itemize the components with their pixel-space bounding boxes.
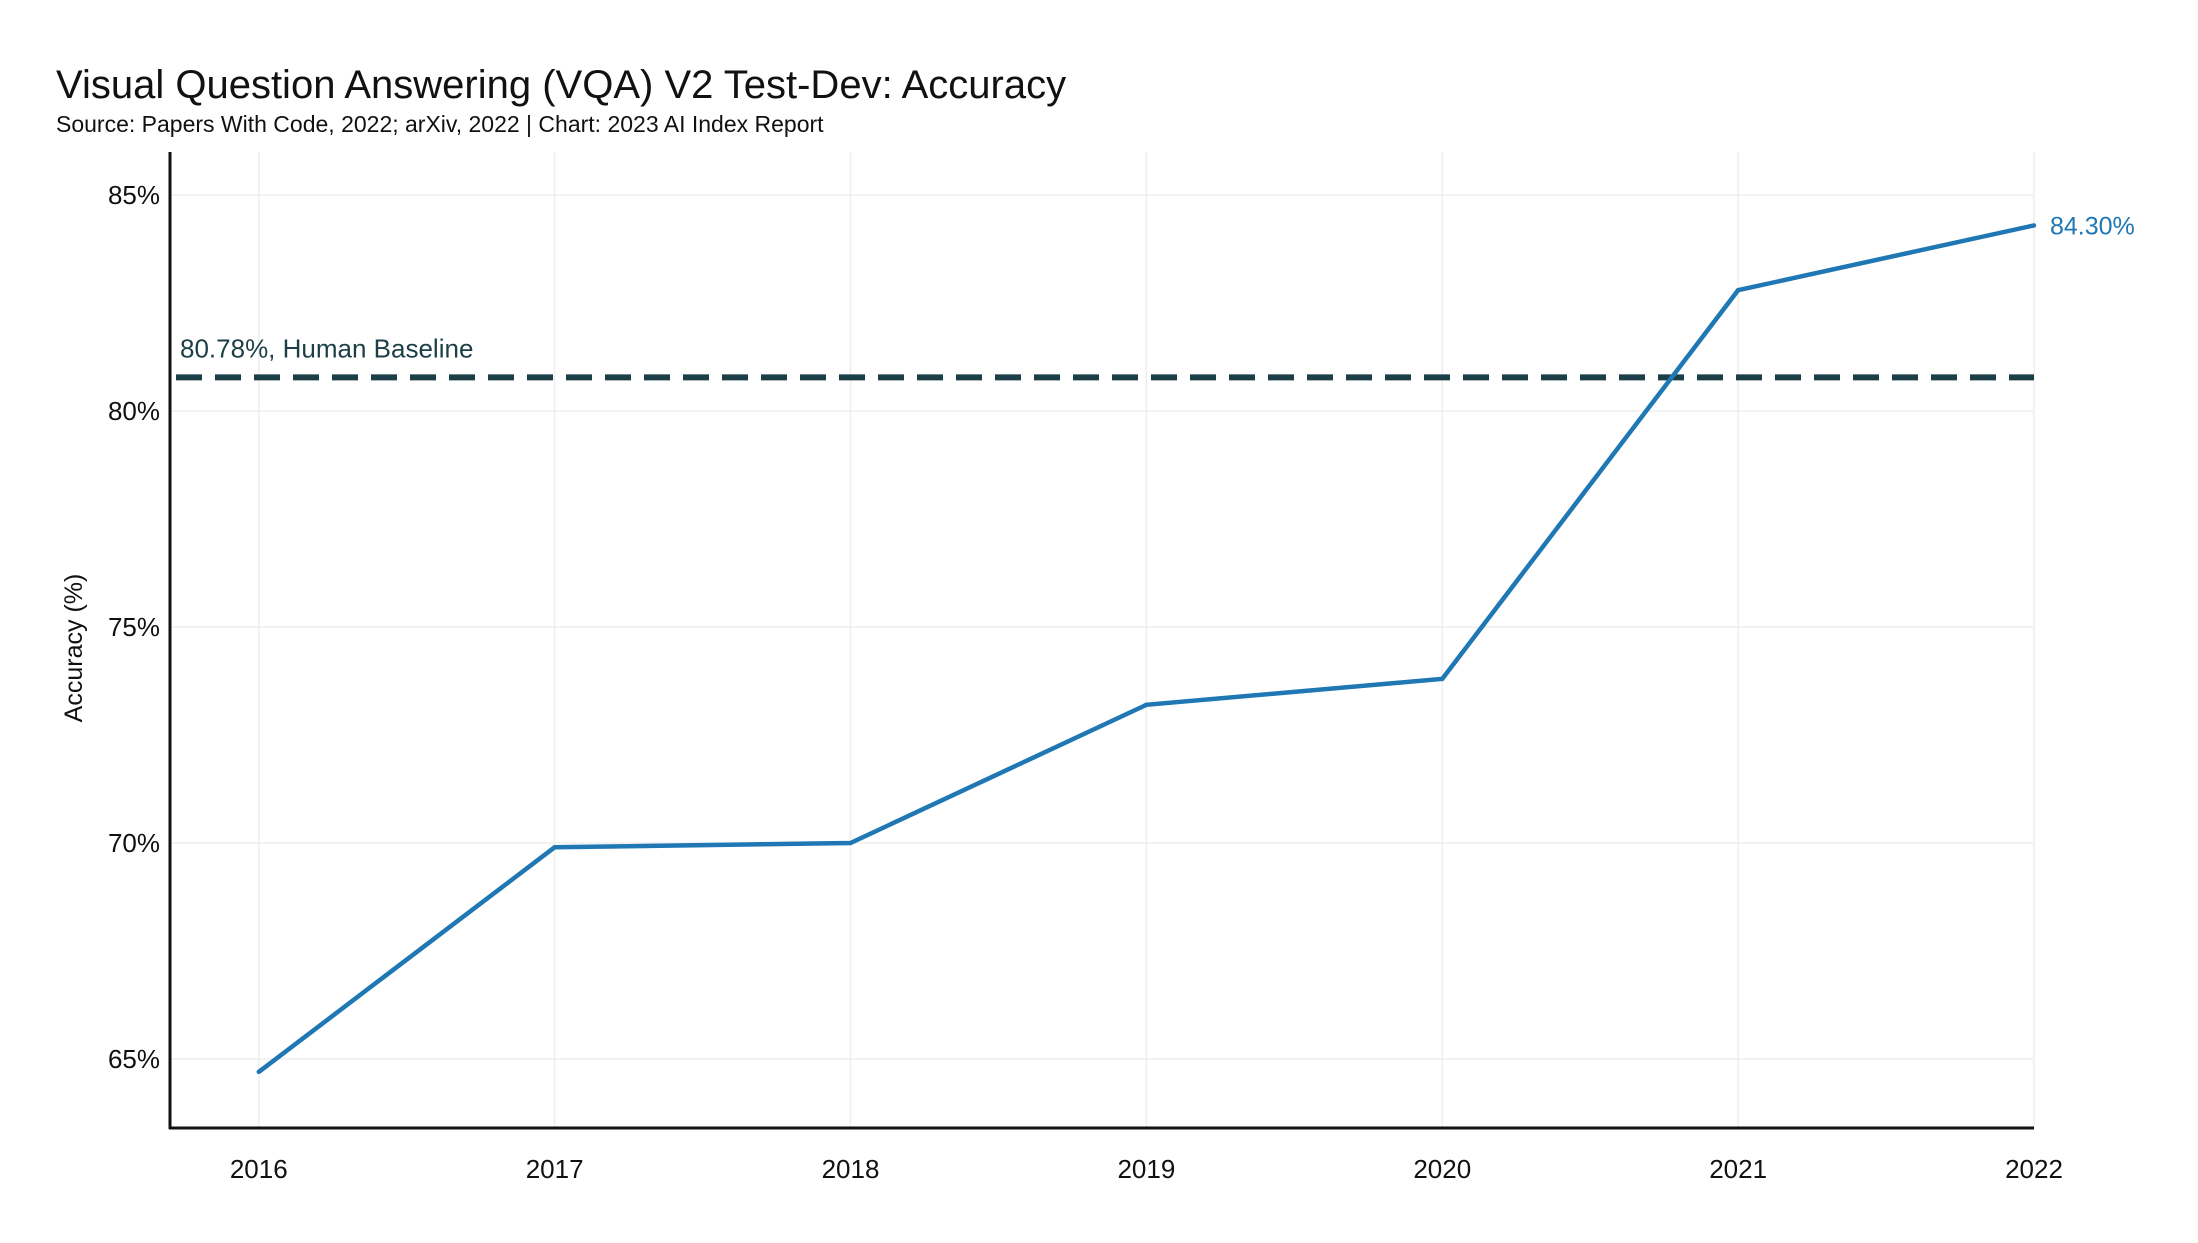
x-tick-label: 2017 — [526, 1154, 584, 1184]
y-tick-label: 65% — [108, 1044, 160, 1074]
data-point — [848, 840, 853, 846]
x-tick-label: 2022 — [2005, 1154, 2063, 1184]
data-point — [1440, 676, 1445, 682]
x-tick-label: 2020 — [1413, 1154, 1471, 1184]
chart-subtitle: Source: Papers With Code, 2022; arXiv, 2… — [56, 111, 824, 137]
y-axis-label: Accuracy (%) — [60, 574, 88, 723]
y-tick-label: 85% — [108, 180, 160, 210]
series: 84.30% — [256, 212, 2135, 1075]
x-tick-label: 2018 — [822, 1154, 880, 1184]
axes — [168, 152, 2034, 1130]
human-baseline-label: 80.78%, Human Baseline — [180, 333, 473, 363]
data-point — [256, 1069, 261, 1075]
y-tick-label: 80% — [108, 396, 160, 426]
x-tick-labels: 2016 2017 2018 2019 2020 2021 2022 — [230, 1154, 2063, 1184]
data-point — [1144, 702, 1149, 707]
series-end-label: 84.30% — [2050, 212, 2135, 240]
x-tick-label: 2016 — [230, 1154, 288, 1184]
data-point — [552, 845, 557, 850]
y-tick-label: 75% — [108, 612, 160, 642]
grid — [170, 152, 2035, 1128]
chart-title: Visual Question Answering (VQA) V2 Test-… — [56, 63, 1066, 107]
data-point — [2031, 223, 2037, 228]
data-point — [1735, 287, 1741, 293]
x-tick-label: 2019 — [1117, 1154, 1175, 1184]
x-tick-label: 2021 — [1709, 1154, 1767, 1184]
y-tick-labels: 65% 70% 75% 80% 85% — [108, 180, 160, 1074]
y-tick-label: 70% — [108, 828, 160, 858]
human-baseline: 80.78%, Human Baseline — [176, 333, 2034, 381]
